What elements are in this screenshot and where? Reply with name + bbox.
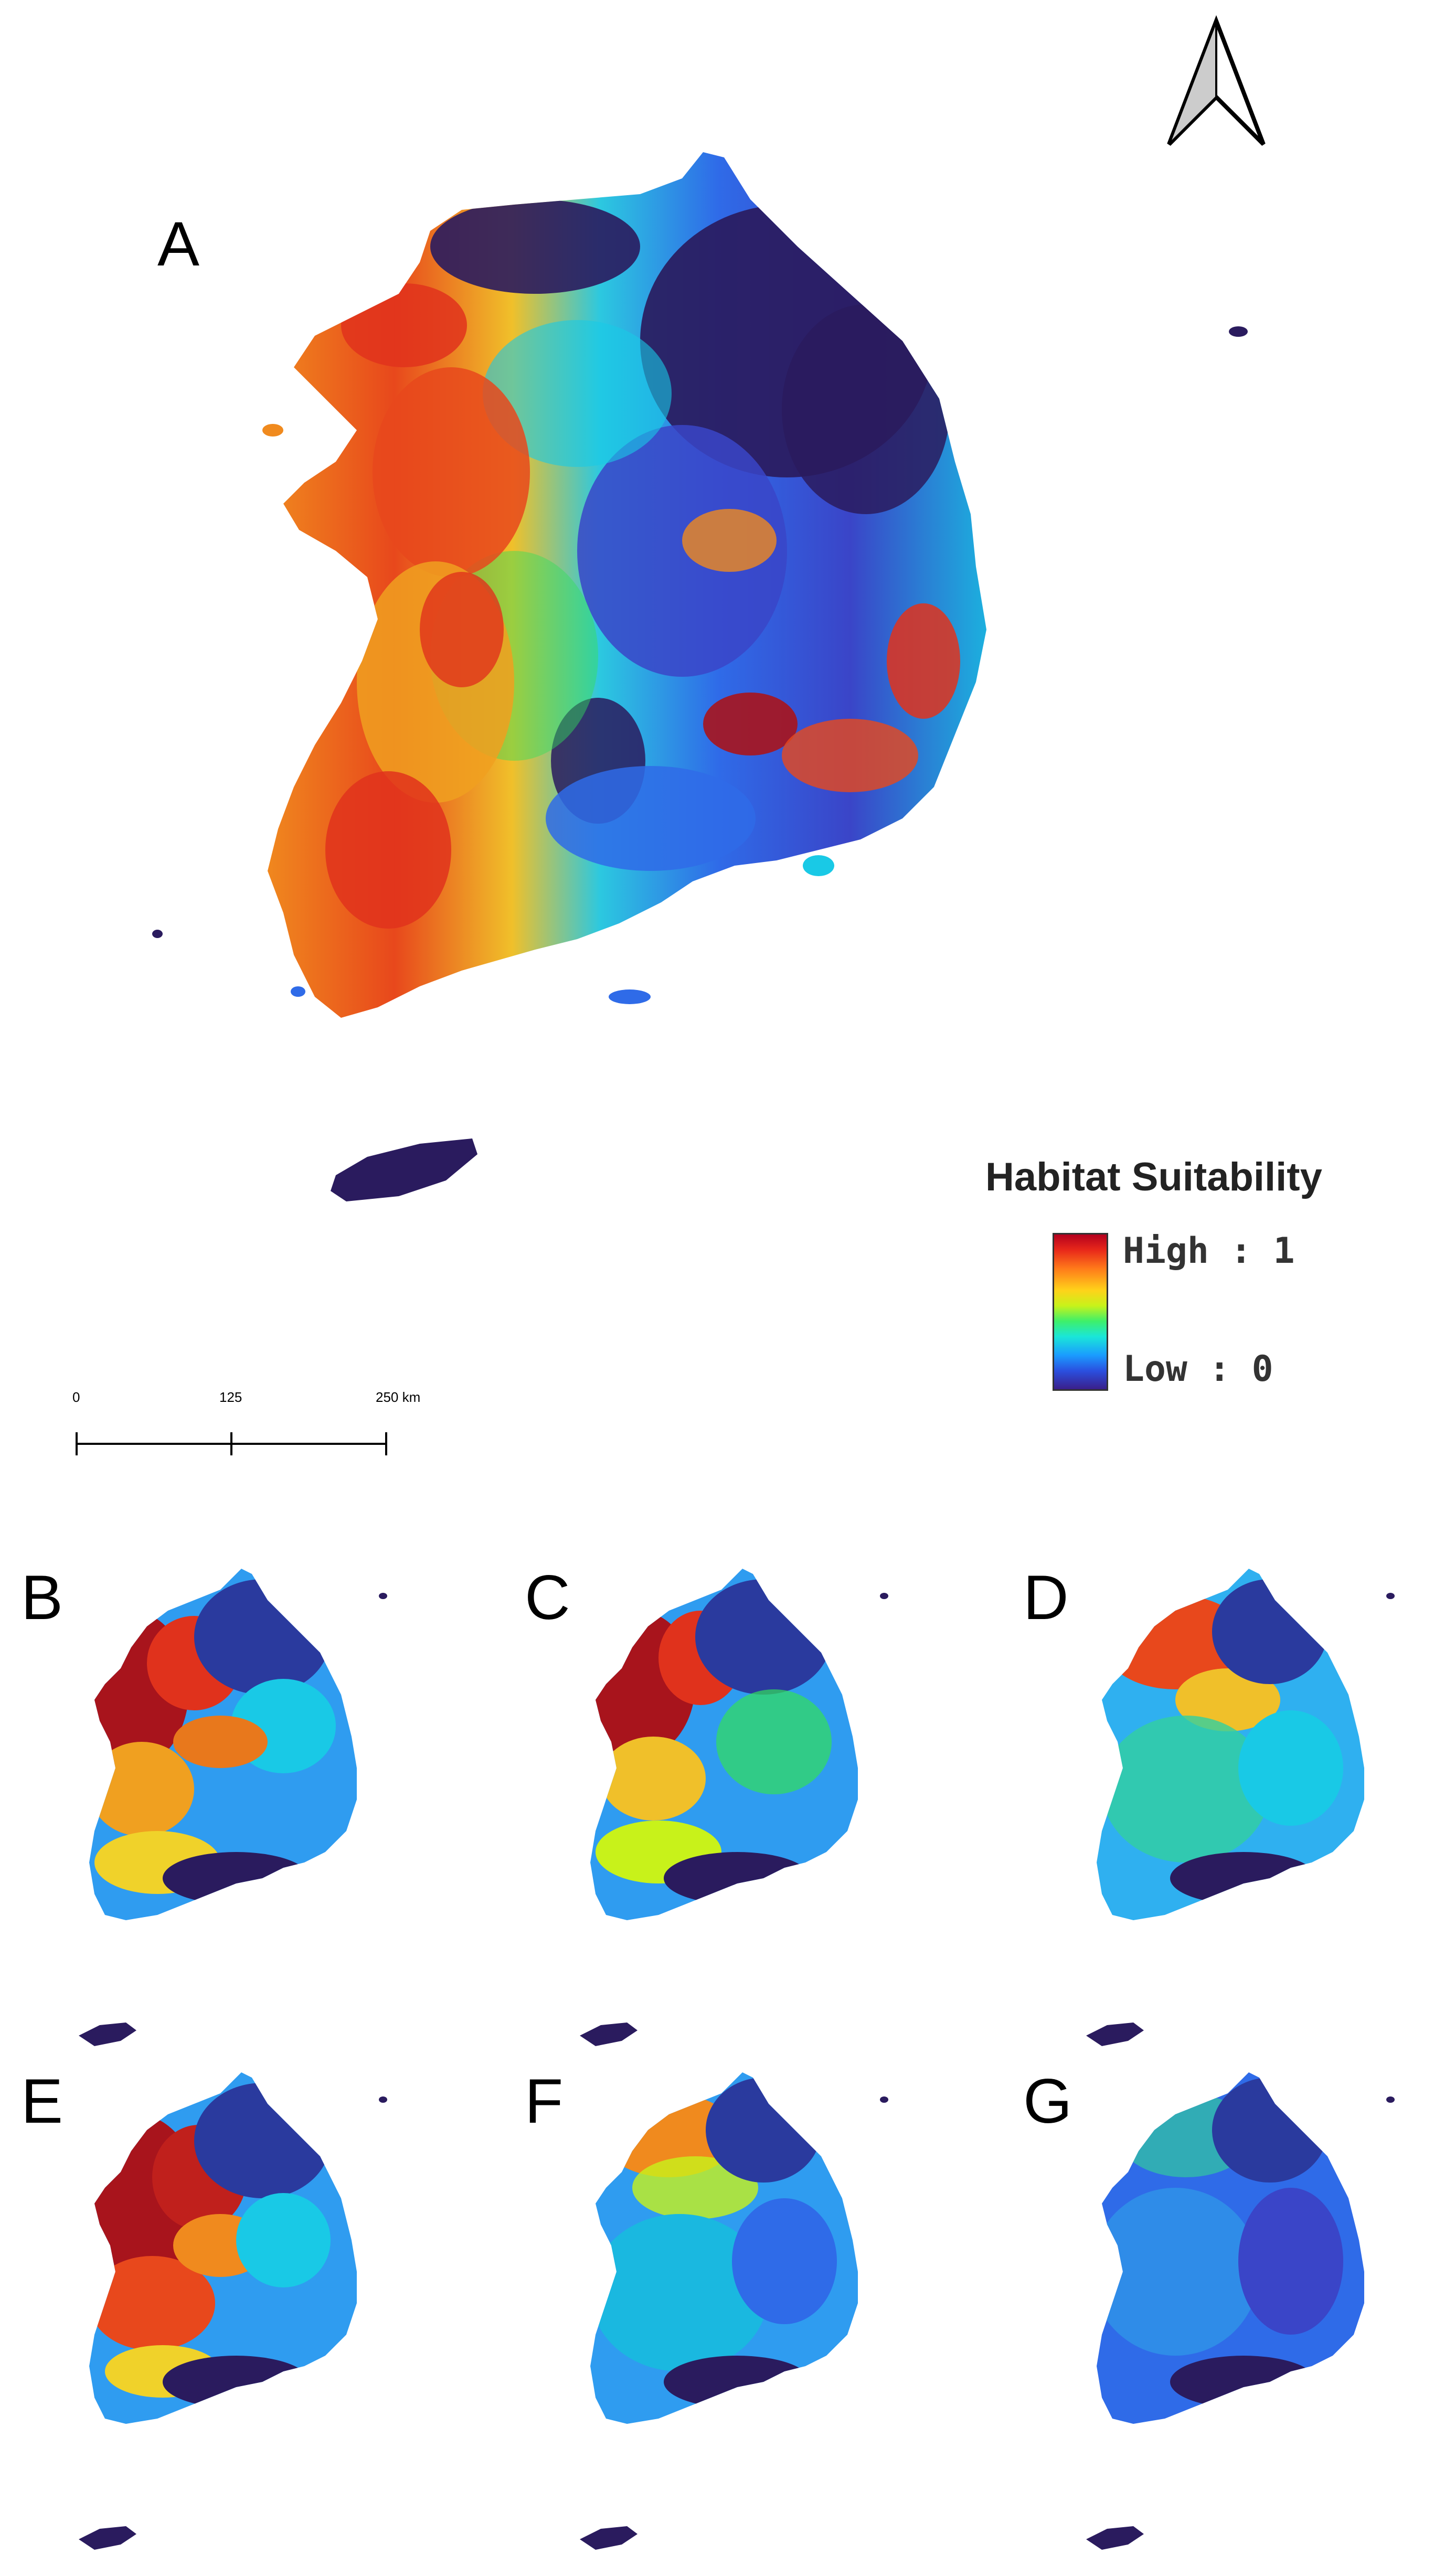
- map-panel-b: [79, 1569, 387, 2046]
- legend-low-label: Low : 0: [1123, 1348, 1273, 1390]
- panel-label-b: B: [21, 1562, 63, 1633]
- legend-title: Habitat Suitability: [985, 1155, 1322, 1199]
- legend-high-label: High : 1: [1123, 1230, 1295, 1272]
- map-panel-a: [152, 15, 1266, 1201]
- panel-label-c: C: [525, 1562, 570, 1633]
- map-panel-d: [1086, 1569, 1395, 2046]
- panel-label-e: E: [21, 2066, 63, 2136]
- map-panel-g: [1086, 2072, 1395, 2550]
- scale-label-0: 0: [72, 1389, 80, 1405]
- scale-label-250: 250 km: [376, 1389, 421, 1405]
- panel-label-g: G: [1023, 2066, 1072, 2136]
- scale-label-125: 125: [219, 1389, 242, 1405]
- habitat-raster-a: [268, 152, 986, 1018]
- panel-label-a: A: [157, 209, 200, 279]
- map-panel-e: [79, 2072, 387, 2550]
- north-arrow-icon: [1167, 15, 1266, 146]
- island-ulleung: [1229, 326, 1248, 337]
- legend-color-ramp: [1053, 1233, 1108, 1391]
- panel-label-f: F: [525, 2066, 564, 2136]
- panel-label-d: D: [1023, 1562, 1069, 1633]
- island-jeju: [331, 1138, 477, 1201]
- map-panel-f: [580, 2072, 888, 2550]
- map-panel-c: [580, 1569, 888, 2046]
